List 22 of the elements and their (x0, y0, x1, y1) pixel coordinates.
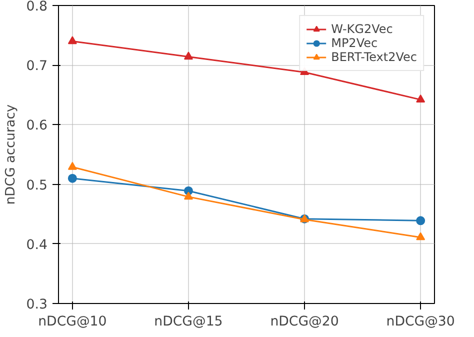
point (68, 174, 77, 183)
x-tick-label: nDCG@20 (270, 314, 339, 330)
legend-label: W-KG2Vec (331, 22, 393, 36)
x-tick-label: nDCG@30 (386, 314, 455, 330)
y-tick-label: 0.3 (26, 298, 48, 312)
x-tick-label: nDCG@10 (38, 314, 107, 330)
point (184, 52, 193, 60)
y-tick-label: 0.4 (26, 238, 48, 253)
x-tick-label: nDCG@15 (154, 314, 223, 330)
y-axis-title: nDCG accuracy (3, 104, 18, 205)
point (68, 36, 77, 44)
y-tick-label: 0.5 (26, 178, 48, 194)
point (184, 192, 193, 200)
point (68, 162, 77, 170)
legend-label: MP2Vec (331, 36, 378, 50)
y-tick-label: 0.8 (26, 0, 48, 14)
point (416, 216, 426, 226)
legend-label: BERT-Text2Vec (331, 50, 417, 64)
point (416, 232, 426, 240)
y-tick-label: 0.6 (26, 118, 48, 134)
y-tick-label: 0.7 (26, 59, 48, 74)
point (416, 94, 426, 102)
